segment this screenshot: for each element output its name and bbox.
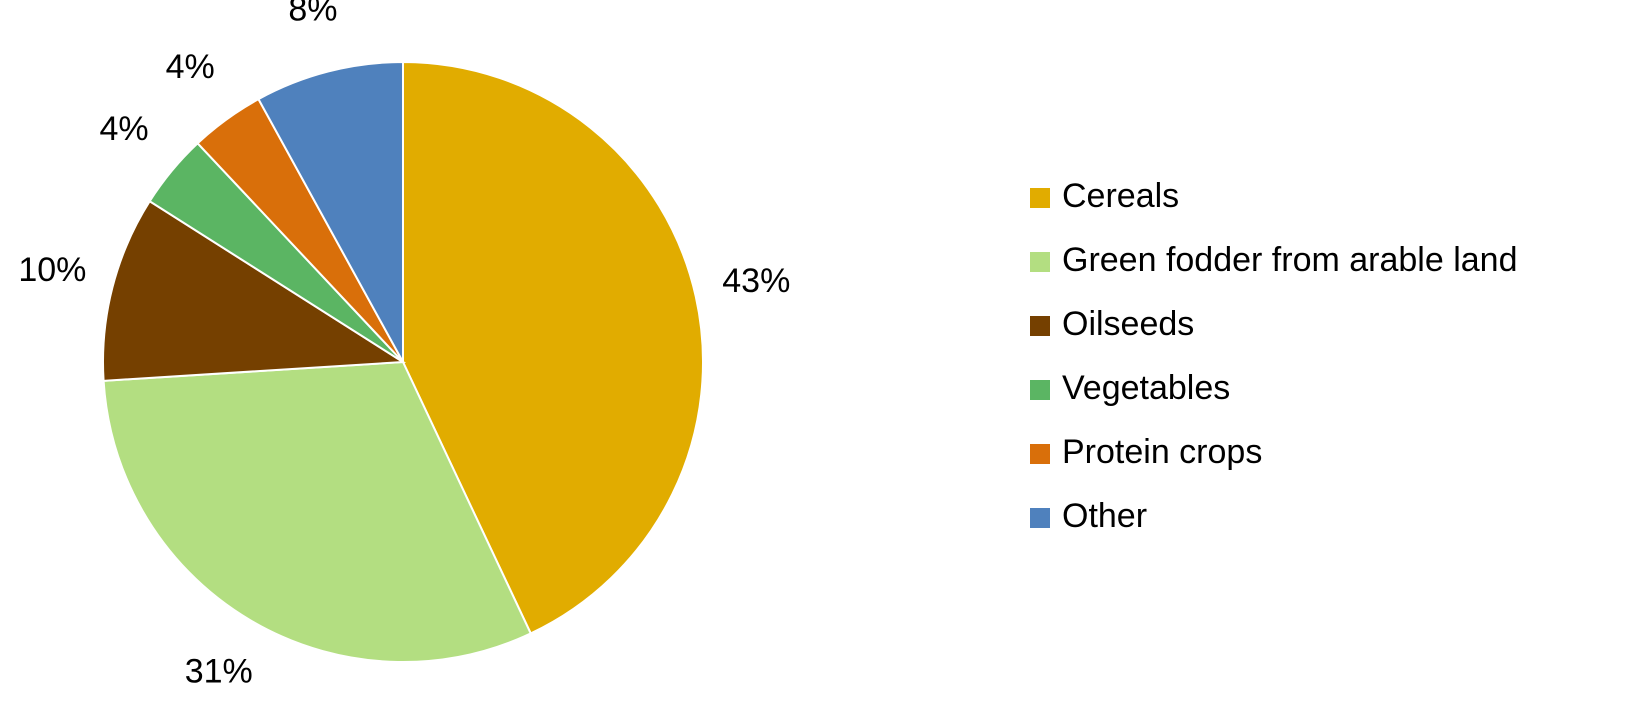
legend-swatch [1030, 316, 1050, 336]
data-label: 10% [18, 251, 86, 289]
legend-label: Cereals [1062, 177, 1179, 215]
legend-swatch [1030, 508, 1050, 528]
pie-slice [102, 360, 533, 663]
legend-swatch [1030, 252, 1050, 272]
legend-label: Protein crops [1062, 433, 1262, 471]
pie-slice [257, 60, 404, 363]
legend-swatch [1030, 380, 1050, 400]
data-label: 8% [288, 0, 337, 28]
pie-slice [402, 60, 704, 635]
data-label: 4% [100, 110, 149, 148]
legend-swatch [1030, 444, 1050, 464]
legend-swatch [1030, 188, 1050, 208]
data-label: 4% [166, 48, 215, 86]
data-label: 31% [185, 653, 253, 691]
legend-label: Oilseeds [1062, 305, 1194, 343]
pie-slice [102, 199, 407, 382]
data-label: 43% [722, 262, 790, 300]
legend-label: Other [1062, 497, 1147, 535]
legend-label: Green fodder from arable land [1062, 241, 1517, 279]
legend-label: Vegetables [1062, 369, 1230, 407]
